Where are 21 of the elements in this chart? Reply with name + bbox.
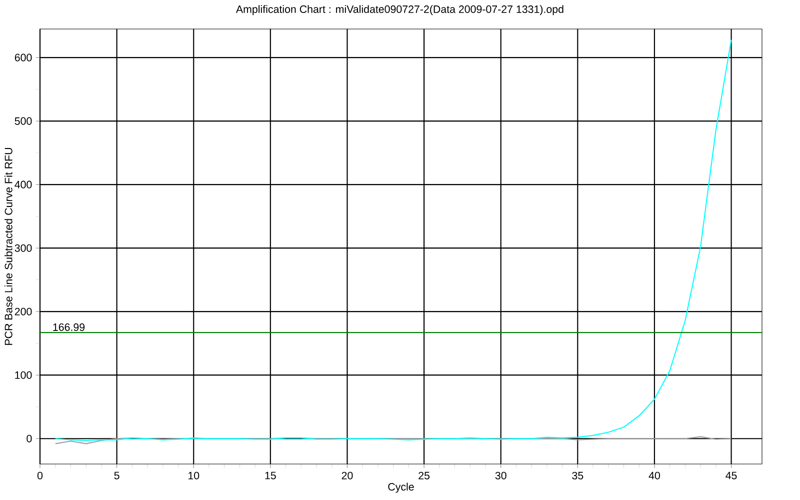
x-tick-label: 10 bbox=[188, 472, 200, 480]
x-tick-label: 0 bbox=[37, 472, 43, 480]
x-tick-label: 30 bbox=[495, 472, 506, 480]
ref-line-label: 166.99 bbox=[53, 323, 85, 331]
x-axis-title: Cycle bbox=[388, 482, 414, 493]
y-tick-label: 600 bbox=[14, 54, 32, 62]
y-tick-label: 400 bbox=[14, 180, 32, 188]
x-tick-label: 15 bbox=[265, 472, 276, 480]
x-tick-label: 5 bbox=[114, 472, 120, 480]
x-tick-label: 35 bbox=[572, 472, 584, 480]
y-tick-label: 200 bbox=[14, 308, 32, 316]
y-tick-label: 300 bbox=[14, 244, 32, 252]
x-tick-label: 45 bbox=[726, 472, 737, 480]
chart-title: Amplification Chart : miValidate090727-2(Data 2009-07-27 1331).opd bbox=[236, 5, 564, 16]
x-tick-label: 40 bbox=[648, 472, 660, 480]
y-axis-title: PCR Base Line Subtracted Curve Fit RFU bbox=[4, 148, 12, 345]
y-tick-label: 0 bbox=[26, 434, 32, 442]
y-tick-label: 100 bbox=[15, 371, 32, 379]
y-tick-label: 500 bbox=[14, 117, 32, 125]
x-tick-label: 25 bbox=[418, 472, 430, 480]
x-tick-label: 20 bbox=[342, 472, 353, 480]
